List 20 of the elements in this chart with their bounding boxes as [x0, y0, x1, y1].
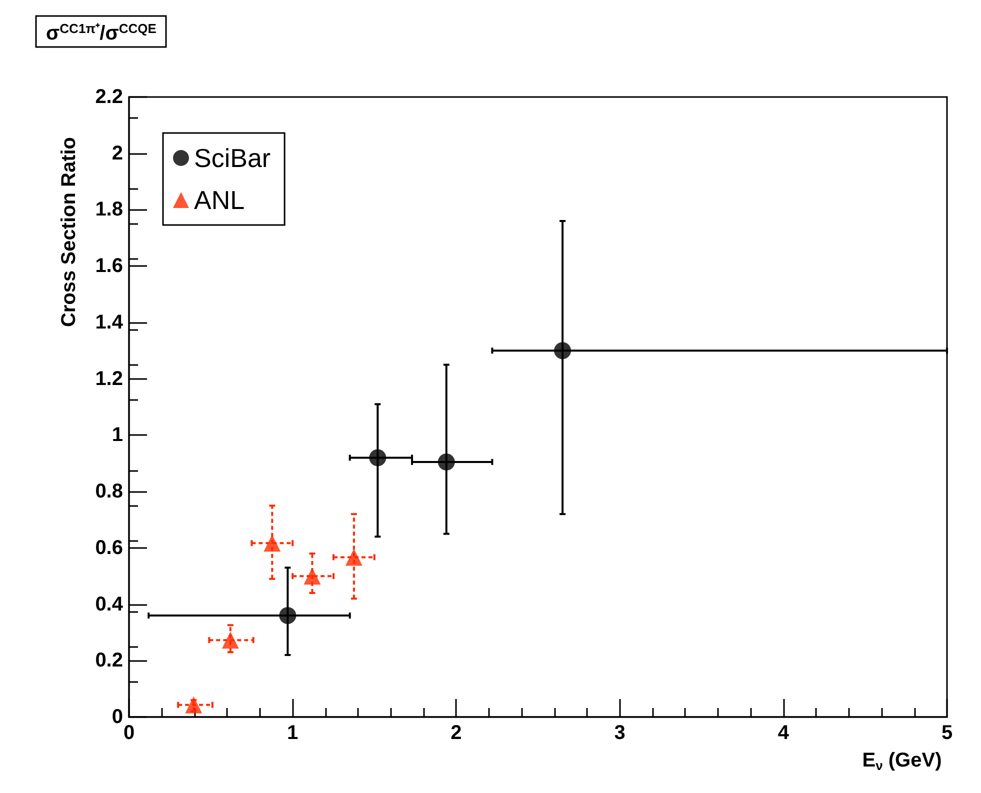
y-tick-label: 0: [112, 706, 123, 728]
y-tick-label: 1: [112, 424, 123, 446]
y-tick-label: 0.2: [95, 650, 123, 672]
legend-label: ANL: [194, 185, 245, 215]
x-tick-label: 2: [450, 722, 462, 744]
x-tick-label: 5: [941, 722, 953, 744]
y-tick-label: 1.8: [95, 198, 123, 221]
x-tick-label: 4: [778, 722, 790, 744]
y-tick-label: 2: [112, 142, 123, 164]
legend-label: SciBar: [194, 143, 271, 173]
x-tick-label: 1: [287, 722, 298, 744]
y-tick-label: 1.6: [95, 255, 123, 278]
y-tick-label: 2.2: [95, 86, 123, 108]
y-tick-label: 0.4: [95, 593, 124, 616]
y-tick-label: 1.4: [95, 311, 124, 334]
y-tick-label: 0.6: [95, 536, 123, 559]
x-tick-label: 3: [614, 722, 626, 744]
y-tick-label: 0.8: [95, 480, 123, 503]
y-tick-label: 1.2: [95, 368, 123, 390]
y-axis-title: Cross Section Ratio: [58, 136, 80, 328]
